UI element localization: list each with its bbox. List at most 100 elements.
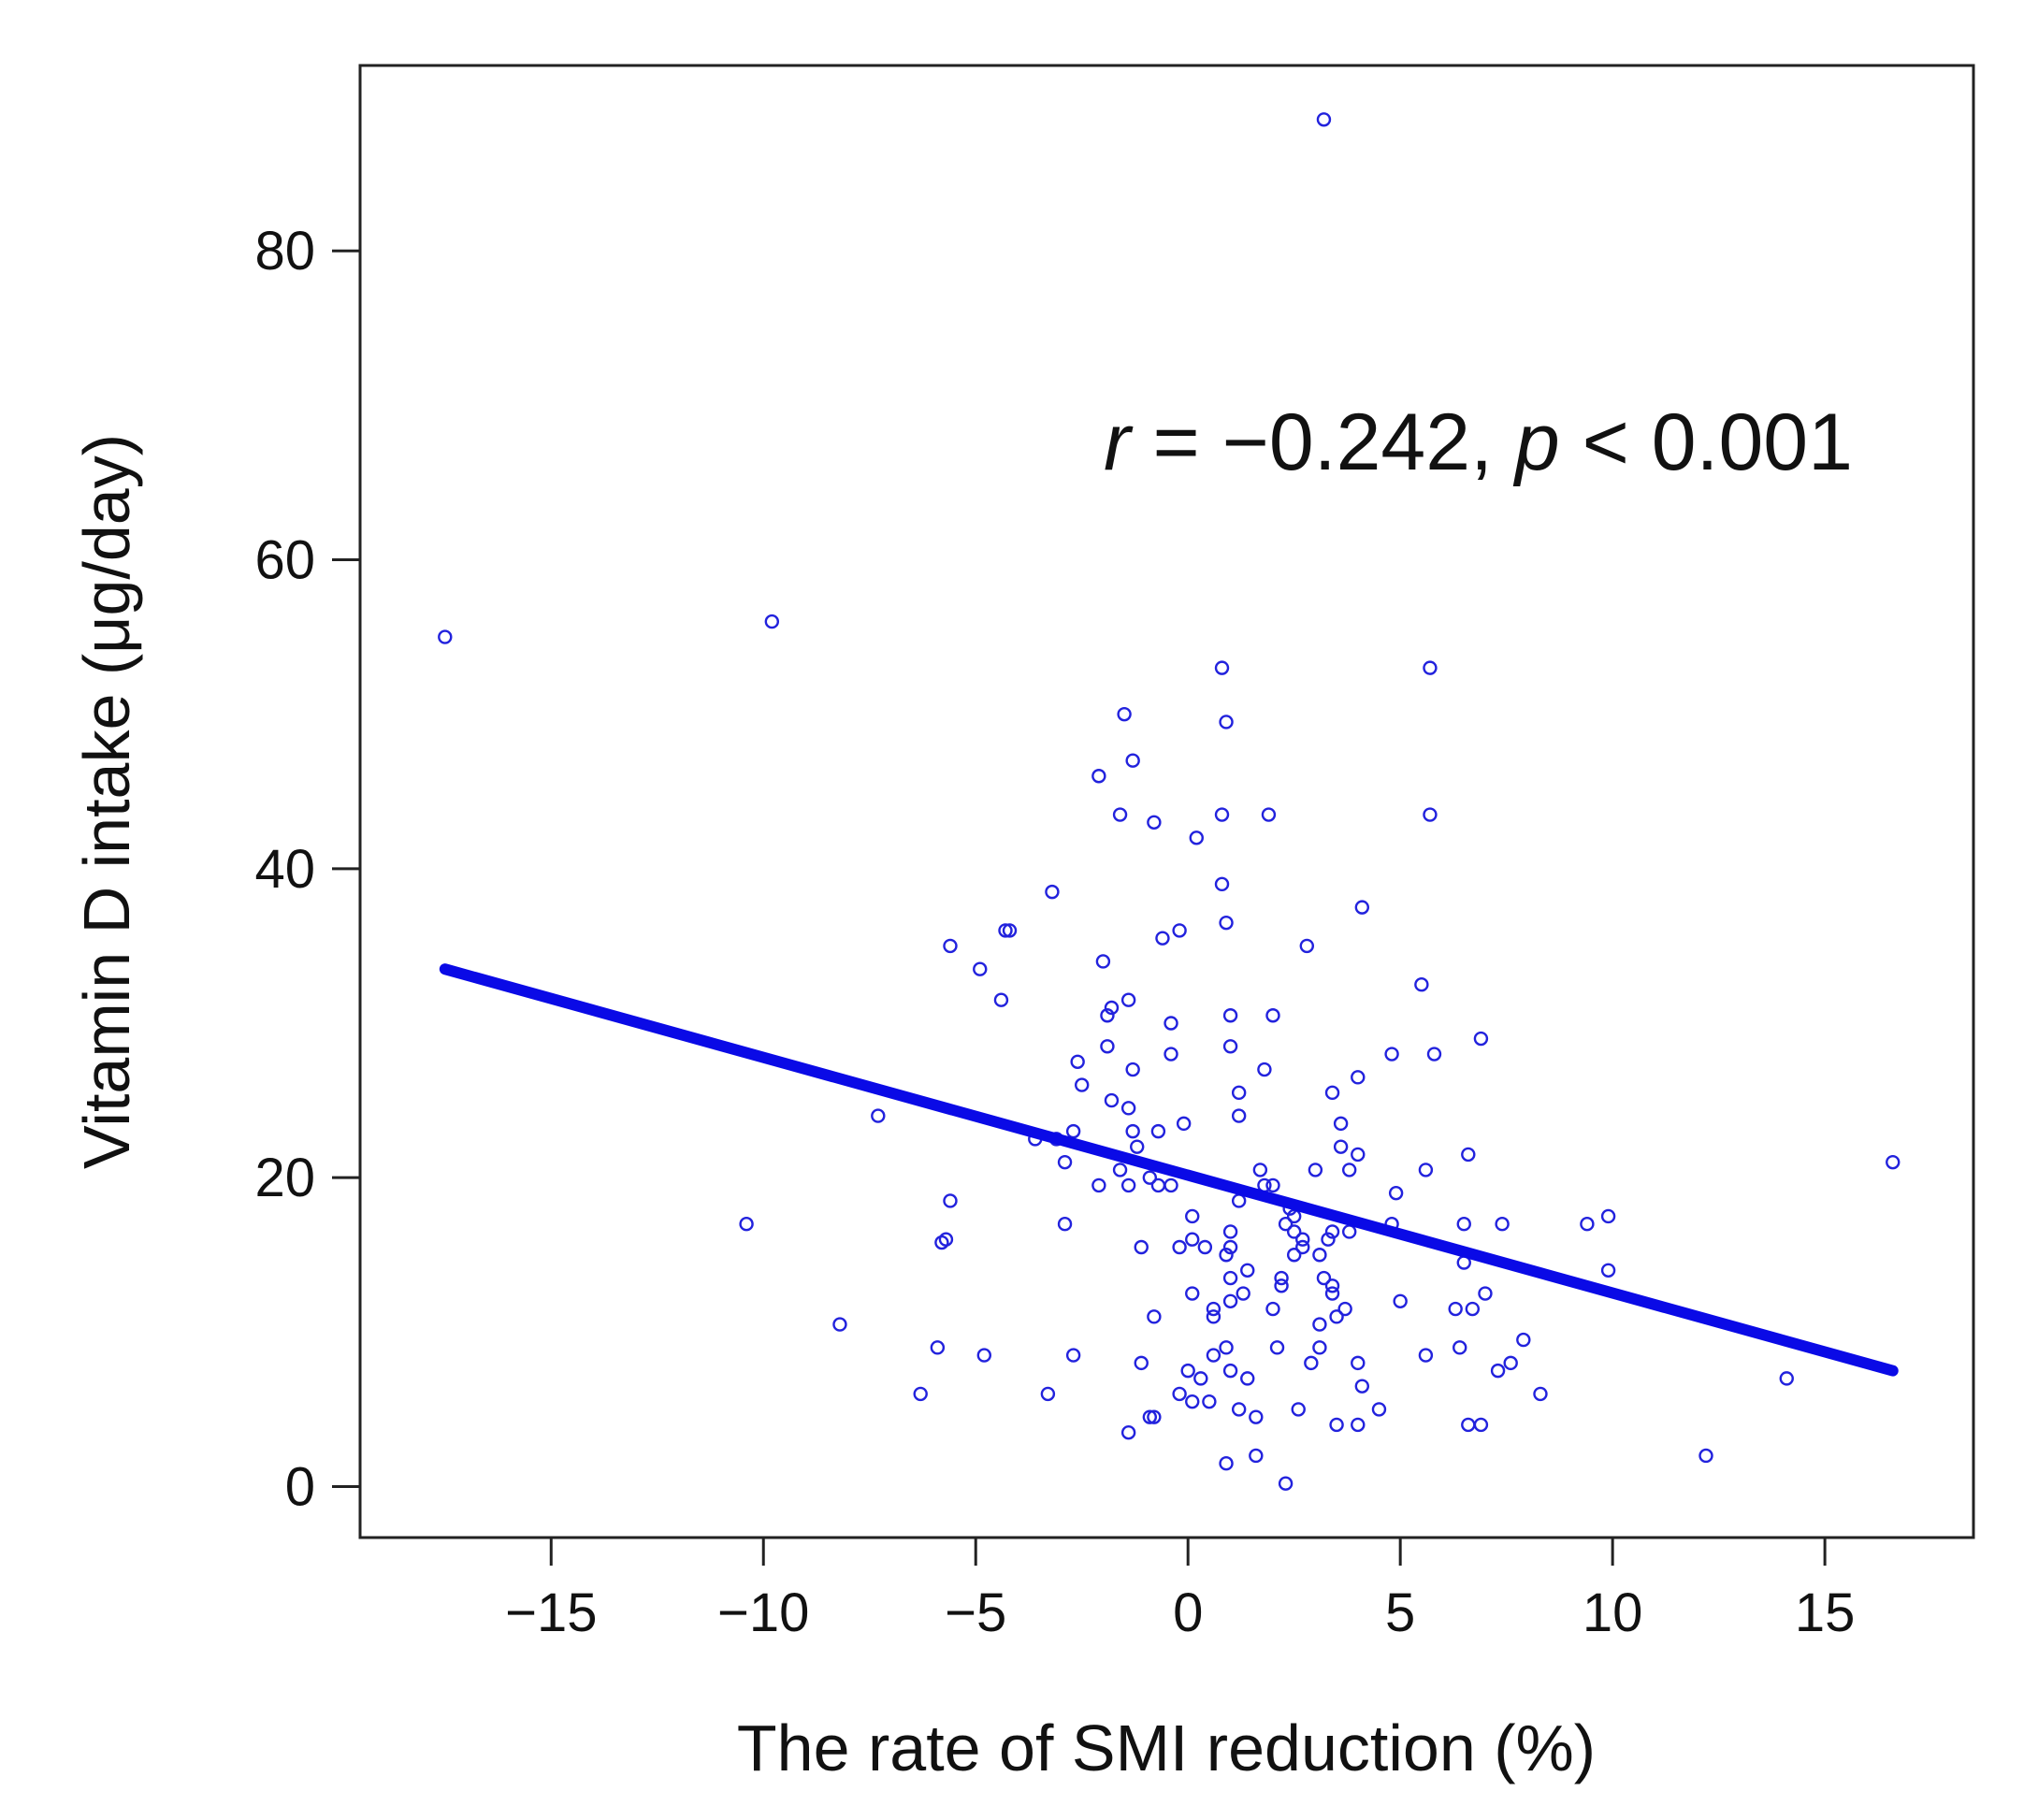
data-point-130	[832, 1317, 847, 1332]
data-point-41	[1070, 1054, 1085, 1069]
data-point-81	[1600, 1208, 1616, 1224]
y-axis-ticks: 0 20 40 60 80	[254, 221, 360, 1517]
data-point-95	[1295, 1232, 1310, 1247]
plot-background	[360, 65, 1973, 1538]
data-point-85	[1057, 1217, 1073, 1232]
data-point-43	[1257, 1062, 1272, 1077]
data-point-90	[1580, 1217, 1595, 1232]
data-point-56	[1065, 1123, 1081, 1139]
data-point-98	[1222, 1239, 1238, 1255]
data-point-70	[1142, 1170, 1158, 1185]
data-point-44	[1351, 1070, 1366, 1085]
data-point-141	[1206, 1348, 1221, 1363]
data-point-143	[1351, 1355, 1366, 1371]
x-axis-ticks: −15 −10 −5 0 5 10 15	[505, 1538, 1855, 1643]
x-tick-label-2: −5	[945, 1582, 1006, 1643]
data-point-72	[1091, 1177, 1106, 1193]
data-point-45	[1075, 1077, 1090, 1092]
data-point-121	[1393, 1293, 1408, 1309]
data-point-173	[1278, 1476, 1294, 1491]
data-point-19	[998, 923, 1013, 938]
data-point-54	[1125, 1123, 1140, 1139]
data-point-97	[1185, 1232, 1200, 1247]
data-point-161	[1371, 1402, 1387, 1417]
data-point-26	[973, 961, 988, 976]
data-point-88	[1456, 1217, 1471, 1232]
data-point-103	[1172, 1239, 1187, 1255]
data-point-33	[1265, 1008, 1280, 1023]
data-point-15	[1214, 876, 1230, 892]
data-point-152	[1779, 1371, 1794, 1386]
data-point-86	[739, 1217, 754, 1232]
data-point-37	[1222, 1039, 1238, 1054]
data-point-104	[1197, 1239, 1213, 1255]
data-point-68	[1418, 1163, 1434, 1177]
data-point-134	[930, 1340, 946, 1355]
x-axis-title: The rate of SMI reduction (%)	[737, 1712, 1596, 1784]
x-tick-label-5: 10	[1583, 1582, 1643, 1643]
data-point-112	[1222, 1270, 1238, 1286]
data-point-136	[976, 1348, 992, 1363]
data-point-117	[1324, 1286, 1340, 1301]
x-tick-label-4: 5	[1385, 1582, 1415, 1643]
data-point-30	[1104, 1000, 1120, 1016]
data-point-62	[1461, 1147, 1476, 1163]
data-point-48	[1104, 1092, 1120, 1108]
data-point-39	[1384, 1047, 1399, 1062]
data-point-124	[1206, 1301, 1221, 1317]
data-point-66	[1308, 1163, 1323, 1177]
data-point-0	[1316, 112, 1332, 127]
data-point-144	[1134, 1355, 1149, 1371]
data-point-82	[1185, 1208, 1200, 1224]
data-point-149	[1240, 1371, 1255, 1386]
data-point-53	[871, 1108, 886, 1123]
data-point-64	[1112, 1163, 1128, 1177]
data-point-12	[1261, 807, 1277, 822]
x-tick-label-0: −15	[505, 1582, 597, 1643]
data-point-145	[1503, 1355, 1518, 1371]
data-point-125	[1265, 1301, 1280, 1317]
data-point-111	[1274, 1270, 1289, 1286]
data-point-63	[1057, 1154, 1073, 1170]
p-value: < 0.001	[1560, 397, 1853, 487]
data-point-153	[1040, 1386, 1056, 1402]
data-point-52	[1333, 1116, 1349, 1132]
data-point-77	[1388, 1185, 1404, 1201]
data-point-23	[1299, 938, 1315, 954]
data-point-146	[1490, 1363, 1506, 1379]
data-point-118	[1185, 1286, 1200, 1301]
data-point-115	[1274, 1278, 1289, 1293]
data-point-84	[1278, 1217, 1294, 1232]
data-point-8	[1091, 769, 1106, 784]
data-point-3	[1214, 660, 1230, 675]
data-point-114	[1324, 1278, 1340, 1293]
data-point-4	[1423, 660, 1438, 675]
p-symbol: p	[1512, 397, 1560, 487]
y-tick-label-2: 40	[254, 839, 315, 900]
data-point-73	[1120, 1177, 1136, 1193]
data-point-170	[1219, 1456, 1234, 1471]
data-point-94	[1324, 1224, 1340, 1239]
x-tick-label-1: −10	[717, 1582, 809, 1643]
data-point-96	[1321, 1232, 1336, 1247]
data-point-10	[1147, 815, 1162, 830]
data-point-169	[1473, 1417, 1489, 1433]
data-point-5	[1219, 715, 1234, 729]
data-point-34	[1164, 1016, 1178, 1031]
data-point-110	[1240, 1263, 1255, 1278]
plot-frame	[358, 64, 1975, 1539]
data-point-160	[1291, 1402, 1306, 1417]
data-point-25	[1095, 954, 1111, 969]
data-point-154	[913, 1386, 928, 1402]
data-point-167	[1120, 1424, 1136, 1440]
data-point-157	[1202, 1394, 1217, 1409]
correlation-annotation: r = −0.242, p < 0.001	[1104, 397, 1853, 487]
data-point-109	[1600, 1263, 1616, 1278]
data-point-140	[1418, 1348, 1434, 1363]
data-point-7	[1125, 753, 1140, 768]
r-value: = −0.242,	[1131, 397, 1515, 487]
data-point-38	[1164, 1047, 1178, 1062]
y-tick-label-0: 0	[285, 1456, 315, 1517]
y-tick-label-3: 60	[254, 530, 315, 591]
data-point-128	[1147, 1309, 1162, 1324]
